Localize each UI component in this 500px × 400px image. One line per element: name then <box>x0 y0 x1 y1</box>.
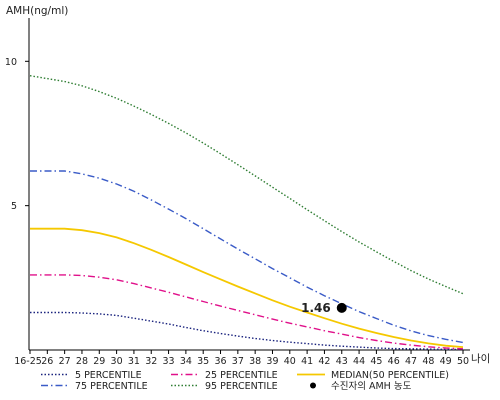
y-ticks: 5 10 <box>5 57 29 212</box>
x-tick-label: 38 <box>249 356 261 367</box>
patient-amh-label: 1.46 <box>301 301 331 315</box>
y-tick-label: 5 <box>11 201 17 212</box>
x-tick-label: 16-25 <box>14 356 42 367</box>
x-tick-label: 40 <box>284 356 296 367</box>
x-tick-label: 47 <box>405 356 417 367</box>
patient-point-group: 1.46 <box>301 301 347 315</box>
series-line-2 <box>30 229 463 347</box>
series-line-3 <box>30 171 463 343</box>
x-tick-label: 28 <box>76 356 88 367</box>
legend-label: 25 PERCENTILE <box>205 370 278 381</box>
x-tick-label: 43 <box>336 356 348 367</box>
legend-point-swatch <box>310 383 316 389</box>
x-tick-label: 39 <box>266 356 278 367</box>
legend: 5 PERCENTILE 25 PERCENTILE MEDIAN(50 PERCE… <box>41 370 449 392</box>
y-tick-label: 10 <box>5 57 17 68</box>
x-tick-label: 33 <box>163 356 175 367</box>
legend-label: 수진자의 AMH 농도 <box>331 381 412 392</box>
x-tick-label: 27 <box>59 356 71 367</box>
x-tick-label: 32 <box>145 356 157 367</box>
x-tick-label: 37 <box>232 356 244 367</box>
x-tick-label: 29 <box>93 356 105 367</box>
legend-label: 75 PERCENTILE <box>75 381 148 392</box>
x-tick-label: 42 <box>318 356 330 367</box>
series-lines <box>30 76 463 350</box>
series-line-4 <box>30 76 463 294</box>
x-tick-label: 36 <box>214 356 226 367</box>
x-tick-label: 35 <box>197 356 209 367</box>
x-tick-label: 45 <box>370 356 382 367</box>
x-tick-label: 44 <box>353 356 365 367</box>
x-tick-label: 41 <box>301 356 313 367</box>
x-tick-label: 46 <box>388 356 400 367</box>
legend-label: MEDIAN(50 PERCENTILE) <box>331 370 449 381</box>
x-tick-label: 26 <box>41 356 53 367</box>
series-line-0 <box>30 313 463 350</box>
x-tick-label: 49 <box>440 356 452 367</box>
x-tick-label: 48 <box>422 356 434 367</box>
legend-label: 5 PERCENTILE <box>75 370 142 381</box>
x-tick-label: 30 <box>111 356 123 367</box>
x-axis-label: 나이 <box>471 353 490 365</box>
y-axis-label: AMH(ng/ml) <box>6 5 68 17</box>
x-tick-label: 50 <box>457 356 469 367</box>
patient-amh-point <box>337 303 347 313</box>
x-ticks: 16-25 26 27 28 29 30 31 32 33 34 35 36 37 38 39 40 41 42 4… <box>14 350 469 367</box>
x-tick-label: 31 <box>128 356 140 367</box>
x-tick-label: 34 <box>180 356 192 367</box>
legend-label: 95 PERCENTILE <box>205 381 278 392</box>
